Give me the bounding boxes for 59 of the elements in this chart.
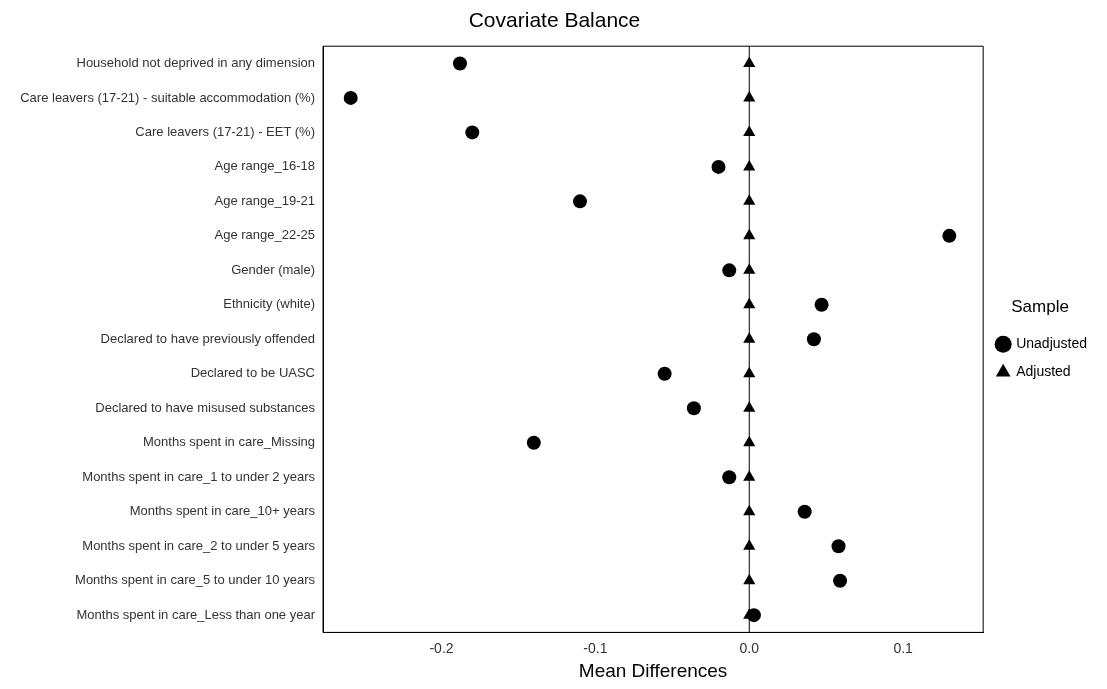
point: [686, 401, 701, 416]
point: [814, 297, 829, 312]
y-tick-label: Months spent in care_Less than one year: [76, 606, 316, 622]
y-tick-label: Declared to be UASC: [190, 365, 315, 381]
y-tick-label: Months spent in care_5 to under 10 years: [75, 572, 316, 588]
point: [526, 435, 541, 450]
y-tick-label: Ethnicity (white): [223, 296, 315, 312]
y-tick-label: Age range_16-18: [214, 158, 315, 174]
point: [572, 194, 587, 209]
point: [833, 573, 848, 588]
point: [465, 125, 480, 140]
point: [743, 159, 756, 171]
x-tick-label: -0.1: [583, 639, 608, 656]
y-tick-label: Household not deprived in any dimension: [76, 55, 315, 71]
point: [452, 56, 467, 71]
point: [743, 539, 756, 550]
point: [743, 228, 756, 240]
point: [831, 539, 846, 554]
point: [743, 470, 756, 481]
y-tick-label: Care leavers (17-21) - EET (%): [135, 123, 315, 139]
point: [743, 125, 756, 136]
x-axis-title: Mean Differences: [578, 659, 728, 681]
point: [743, 90, 756, 102]
point: [722, 470, 737, 485]
point: [722, 263, 737, 278]
legend-label: Unadjusted: [1016, 335, 1087, 352]
x-tick-label: 0.0: [739, 639, 760, 656]
point: [343, 90, 358, 105]
y-tick-label: Months spent in care_2 to under 5 years: [82, 537, 316, 553]
point: [797, 504, 812, 519]
point: [743, 56, 756, 67]
chart-title: Covariate Balance: [468, 8, 641, 32]
y-tick-label: Months spent in care_Missing: [143, 434, 315, 450]
point: [743, 297, 756, 309]
y-tick-label: Care leavers (17-21) - suitable accommodation (%): [20, 89, 315, 105]
point: [657, 366, 672, 381]
y-tick-label: Gender (male): [231, 261, 315, 277]
point: [711, 159, 726, 174]
point: [743, 504, 756, 516]
legend-title: Sample: [1011, 296, 1069, 316]
legend-label: Adjusted: [1016, 363, 1071, 380]
x-tick-label: -0.2: [429, 639, 454, 656]
y-tick-label: Declared to have previously offended: [100, 330, 315, 346]
point: [743, 435, 756, 447]
point: [746, 608, 761, 623]
point: [743, 366, 756, 378]
y-tick-label: Months spent in care_10+ years: [129, 503, 316, 519]
y-tick-label: Declared to have misused substances: [95, 399, 316, 415]
point: [743, 332, 756, 343]
point: [743, 263, 756, 274]
y-tick-label: Age range_19-21: [214, 192, 315, 208]
point: [743, 401, 756, 412]
point: [806, 332, 821, 347]
y-tick-label: Age range_22-25: [214, 227, 315, 243]
point: [743, 573, 756, 585]
y-tick-label: Months spent in care_1 to under 2 years: [82, 468, 316, 484]
point: [942, 228, 957, 243]
point: [743, 194, 756, 205]
x-tick-label: 0.1: [893, 639, 914, 656]
